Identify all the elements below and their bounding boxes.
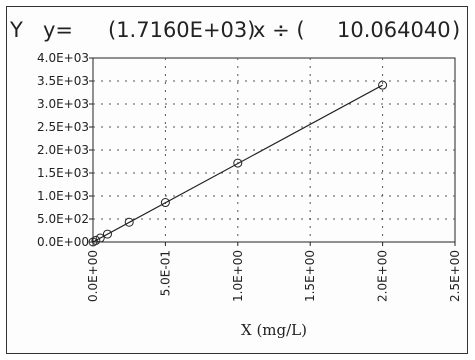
y-tick-label: 2.0E+03 — [37, 143, 89, 157]
equation-divisor: 10.064040 — [337, 18, 451, 42]
data-point — [233, 158, 243, 168]
data-point — [124, 217, 134, 227]
data-point — [378, 80, 388, 90]
data-point — [160, 198, 170, 208]
y-tick-label: 1.5E+03 — [37, 166, 89, 180]
x-tick-label: 5.0E-01 — [158, 250, 172, 296]
y-tick-label: 3.0E+03 — [37, 97, 89, 111]
data-point — [95, 233, 105, 243]
x-tick-label: 2.0E+00 — [376, 250, 390, 302]
y-tick-label: 2.5E+03 — [37, 120, 89, 134]
plot-area-border — [92, 57, 456, 243]
x-tick-label: 1.5E+00 — [303, 250, 317, 302]
data-point — [91, 235, 101, 245]
x-tick-label: 2.5E+00 — [448, 250, 462, 302]
equation-bar: Y y= (1.7160E+03) x ÷ ( 10.064040 ) — [10, 18, 470, 44]
data-point — [102, 229, 112, 239]
chart-frame — [6, 6, 468, 354]
equation-slope: (1.7160E+03) — [108, 18, 256, 42]
x-tick-label: 1.0E+00 — [231, 250, 245, 302]
y-tick-label: 5.0E+02 — [37, 212, 89, 226]
equation-close-paren: ) — [452, 18, 461, 42]
x-tick-label: 0.0E+00 — [86, 250, 100, 302]
y-tick-label: 0.0E+00 — [37, 235, 89, 249]
equation-y-letter: Y — [10, 18, 23, 42]
y-tick-label: 1.0E+03 — [37, 189, 89, 203]
regression-line — [92, 84, 383, 243]
x-axis-title: X (mg/L) — [241, 321, 307, 339]
equation-x-div: x ÷ ( — [253, 18, 305, 42]
y-tick-label: 4.0E+03 — [37, 51, 89, 65]
y-tick-label: 3.5E+03 — [37, 74, 89, 88]
equation-y-eq: y= — [43, 18, 74, 42]
